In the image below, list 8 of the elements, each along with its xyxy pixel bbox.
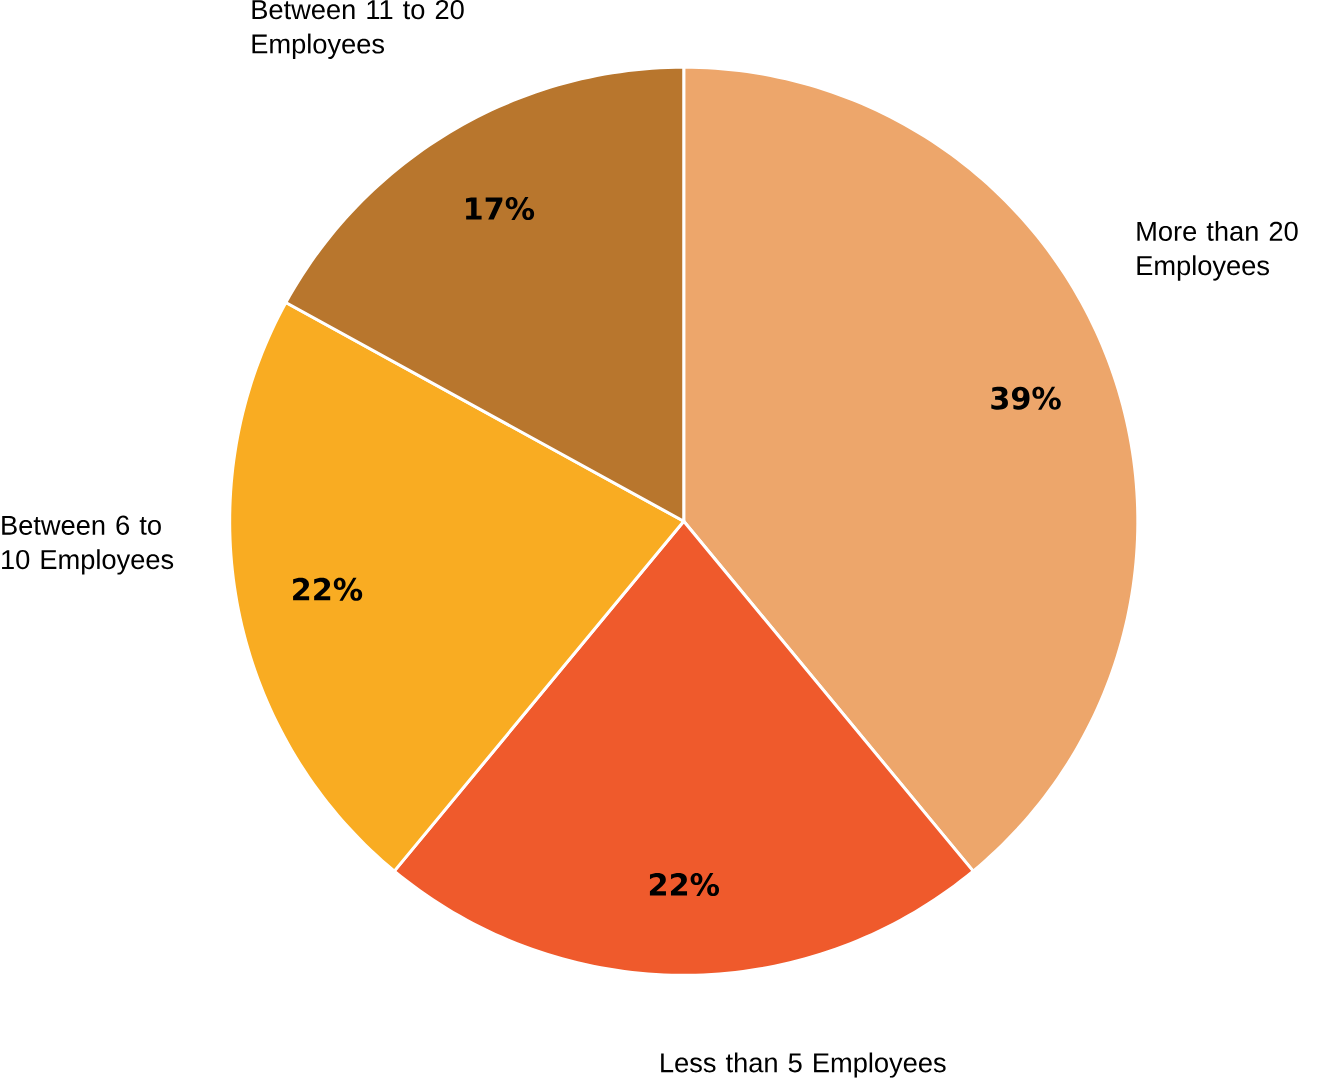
slice-label: More than 20 Employees: [1137, 221, 1298, 281]
slice-label: Between 6 to 10 Employees: [2, 515, 174, 575]
slice-label: Between 11 to 20 Employees: [252, 0, 464, 60]
slice-label: Less than 5 Employees: [661, 1052, 946, 1078]
data-label: 39%: [991, 386, 1061, 410]
data-label: 17%: [466, 197, 535, 221]
data-label: 22%: [649, 873, 720, 897]
data-label: 22%: [293, 577, 363, 601]
